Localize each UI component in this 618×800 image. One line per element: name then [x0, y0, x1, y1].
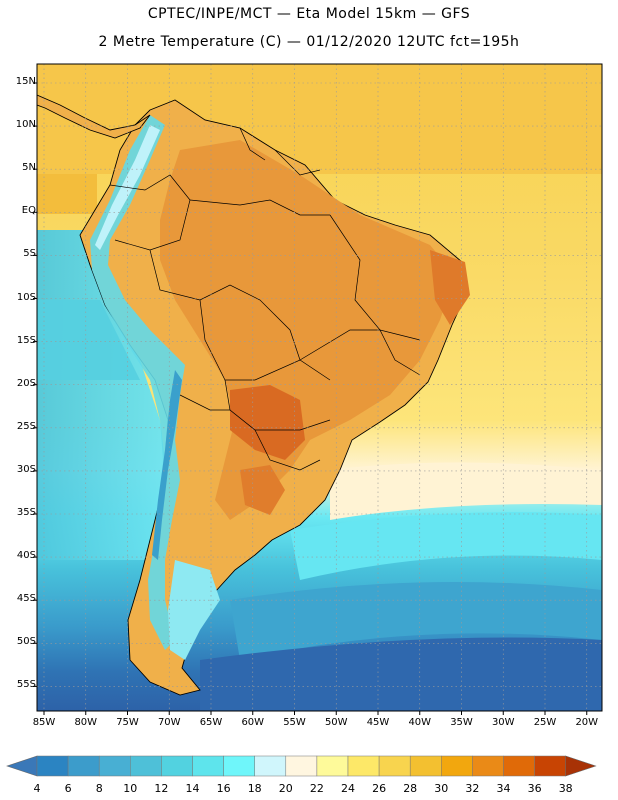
colorbar — [6, 755, 597, 777]
colorbar-segment — [378, 755, 411, 777]
hotspot-northeast — [430, 250, 470, 325]
colorbar-label: 38 — [558, 782, 573, 795]
colorbar-segment — [472, 755, 504, 777]
southern-ocean-band — [200, 637, 602, 711]
lon-label: 25W — [533, 717, 557, 728]
pacific-warm-pool — [37, 174, 97, 214]
colorbar-segment — [503, 755, 535, 777]
colorbar-label: 18 — [247, 782, 262, 795]
lat-label: 55S — [16, 679, 36, 691]
colorbar-label: 20 — [278, 782, 293, 795]
colorbar-segment — [192, 755, 224, 777]
lat-label: EQ — [21, 205, 36, 217]
patagonia-cool-region — [168, 560, 220, 660]
map-subtitle: 2 Metre Temperature (C) — 01/12/2020 12U… — [98, 34, 520, 50]
colorbar-label: 14 — [185, 782, 200, 795]
colorbar-segment — [534, 755, 566, 777]
lat-label: 5S — [23, 248, 36, 260]
lat-label: 10N — [15, 119, 36, 131]
colorbar-label: 10 — [123, 782, 138, 795]
colorbar-label: 22 — [309, 782, 324, 795]
lon-label: 75W — [116, 717, 139, 728]
lat-label: 5N — [22, 162, 36, 174]
colorbar-segment — [441, 755, 473, 777]
lon-label: 30W — [491, 717, 515, 728]
atlantic-cold-band — [230, 582, 602, 660]
colorbar-segment — [98, 755, 131, 777]
lat-label: 10S — [16, 291, 36, 303]
lat-label: 25S — [16, 420, 36, 432]
colorbar-label: 28 — [403, 782, 418, 795]
lat-label: 50S — [16, 636, 36, 648]
colorbar-label: 24 — [341, 782, 355, 795]
lon-label: 65W — [199, 717, 223, 728]
lat-label: 45S — [16, 593, 36, 605]
hotspot-pampas — [240, 465, 285, 515]
lat-label: 30S — [16, 463, 36, 475]
colorbar-label: 12 — [154, 782, 169, 795]
colorbar-segment — [254, 755, 287, 777]
andes-south-peaks — [152, 370, 182, 560]
lon-label: 60W — [241, 717, 265, 728]
colorbar-segment — [223, 755, 255, 777]
colorbar-label: 4 — [33, 782, 41, 795]
lon-label: 85W — [32, 717, 56, 728]
lon-label: 80W — [74, 717, 98, 728]
colorbar-min-arrow — [6, 755, 38, 777]
colorbar-segment — [285, 755, 318, 777]
atlantic-cool-band — [290, 512, 602, 580]
lon-label: 45W — [366, 717, 390, 728]
colorbar-segment — [36, 755, 69, 777]
colorbar-segment — [130, 755, 162, 777]
lat-label: 35S — [16, 507, 36, 518]
colorbar-segment — [409, 755, 442, 777]
colorbar-label: 30 — [434, 782, 449, 795]
lat-label: 15N — [15, 76, 36, 87]
central-america-landmass — [37, 94, 151, 139]
colorbar-max-arrow — [565, 755, 597, 777]
lon-label: 20W — [575, 717, 599, 728]
lon-label: 50W — [324, 717, 348, 728]
colorbar-label: 26 — [372, 782, 387, 795]
country-borders — [109, 127, 421, 471]
lon-label: 40W — [408, 717, 432, 728]
lat-label: 15S — [16, 334, 36, 346]
colorbar-segment — [347, 755, 380, 777]
colorbar-segment — [161, 755, 193, 777]
lon-label: 70W — [157, 717, 181, 728]
colorbar-label: 6 — [64, 782, 72, 795]
map-plot-area — [37, 64, 602, 711]
axis-ticks — [33, 82, 588, 715]
colorbar-label: 8 — [95, 782, 103, 795]
hotspot-chaco — [230, 385, 305, 460]
colorbar-label: 36 — [527, 782, 542, 795]
colorbar-label: 34 — [496, 782, 511, 795]
lat-label: 40S — [16, 550, 36, 562]
colorbar-label: 16 — [216, 782, 231, 795]
lon-label: 35W — [450, 717, 473, 728]
map-frame — [36, 63, 603, 712]
lon-label: 55W — [283, 717, 306, 728]
map-title: CPTEC/INPE/MCT — Eta Model 15km — GFS — [147, 6, 471, 22]
lat-label: 20S — [16, 377, 36, 389]
atlantic-pale-band — [330, 462, 602, 520]
pacific-cold-tongue — [37, 300, 140, 380]
colorbar-segment — [67, 755, 100, 777]
colorbar-label: 32 — [465, 782, 480, 795]
colorbar-segment — [316, 755, 349, 777]
